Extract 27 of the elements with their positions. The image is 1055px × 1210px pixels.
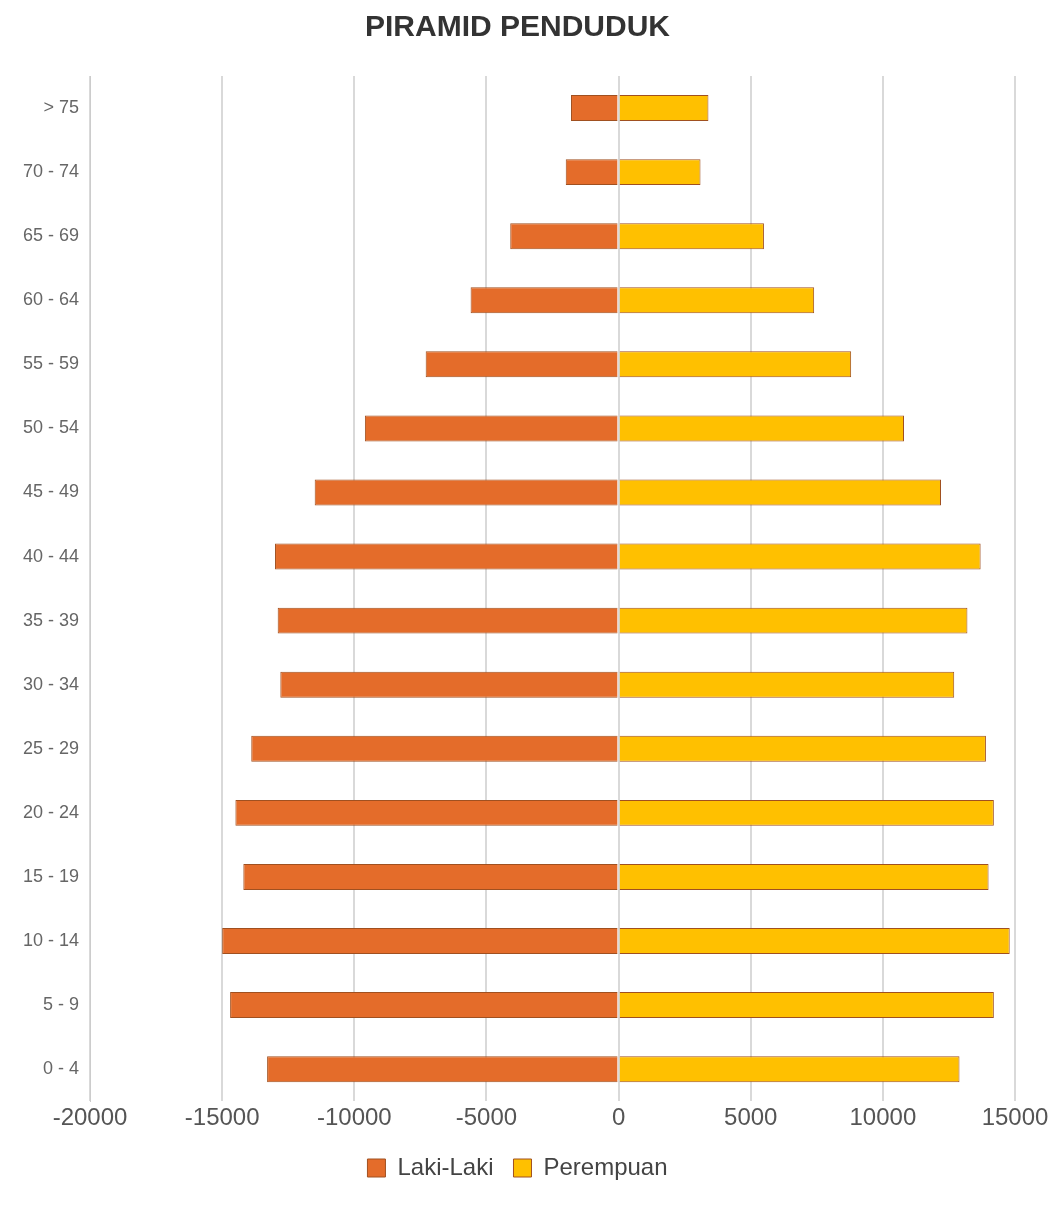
y-tick-label: 35 - 39 — [22, 609, 80, 630]
y-tick-label: 20 - 24 — [22, 801, 80, 822]
y-tick-label: > 75 — [43, 97, 80, 118]
y-tick-label: 25 - 29 — [22, 737, 80, 758]
x-tick-label: -10000 — [316, 1103, 392, 1131]
y-tick-label: 60 - 64 — [22, 289, 80, 310]
y-tick-label: 45 - 49 — [22, 481, 80, 502]
legend-label: Perempuan — [543, 1152, 668, 1180]
x-tick-label: 0 — [611, 1103, 626, 1131]
x-tick-label: 15000 — [981, 1103, 1049, 1131]
y-tick-label: 65 - 69 — [22, 225, 80, 246]
x-tick-label: 10000 — [849, 1103, 917, 1131]
legend-label: Laki-Laki — [397, 1152, 494, 1180]
y-tick-label: 55 - 59 — [22, 353, 80, 374]
chart-title: PIRAMID PENDUDUK — [364, 9, 671, 43]
y-tick-label: 10 - 14 — [22, 929, 80, 950]
x-tick-label: -20000 — [52, 1103, 128, 1131]
x-tick-label: 5000 — [724, 1103, 778, 1131]
y-tick-label: 50 - 54 — [22, 417, 80, 438]
y-tick-label: 5 - 9 — [43, 994, 80, 1015]
y-tick-label: 70 - 74 — [22, 161, 80, 182]
y-tick-label: 30 - 34 — [22, 673, 80, 694]
y-tick-label: 40 - 44 — [22, 545, 80, 566]
x-tick-label: -15000 — [184, 1103, 260, 1131]
y-tick-label: 15 - 19 — [22, 865, 80, 886]
y-tick-label: 0 - 4 — [43, 1058, 80, 1079]
x-tick-label: -5000 — [455, 1103, 518, 1131]
